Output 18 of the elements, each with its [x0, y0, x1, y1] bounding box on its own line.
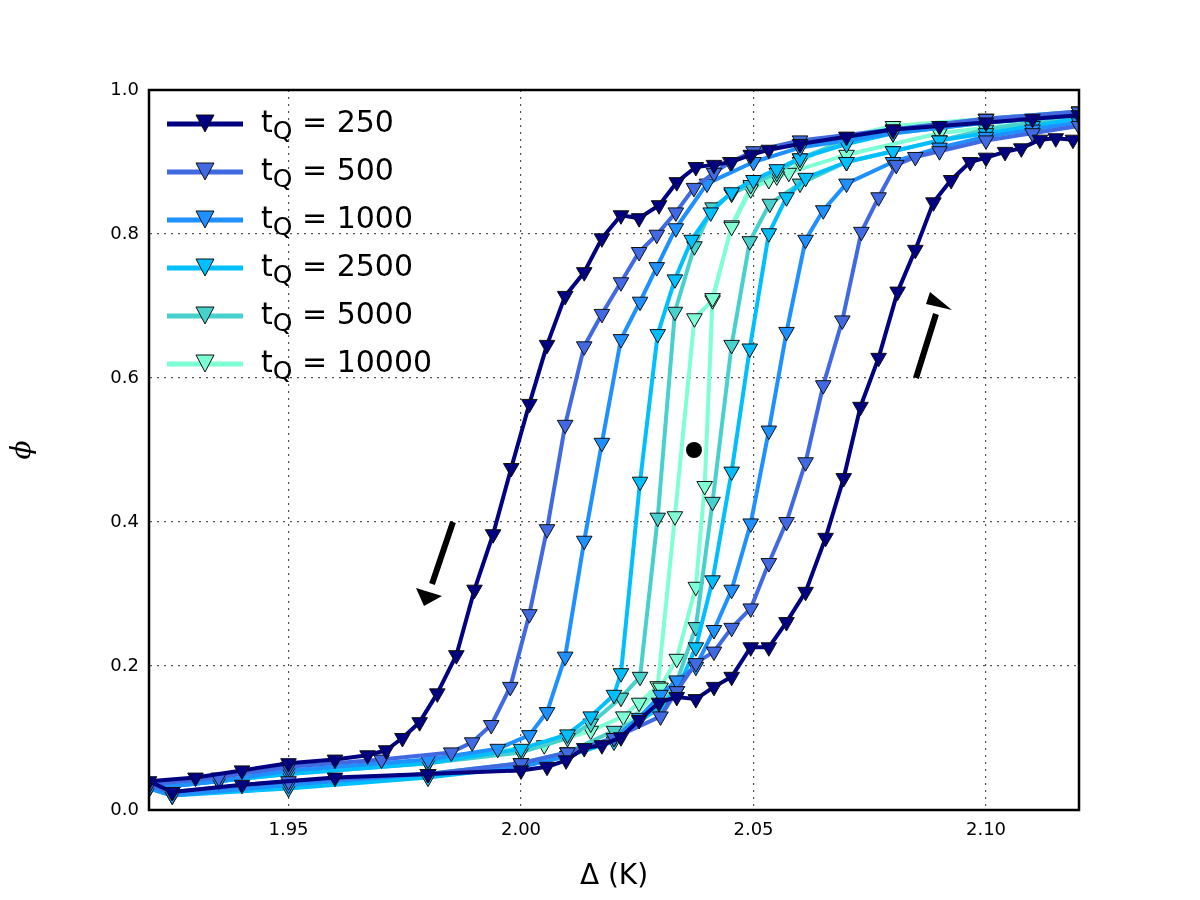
x-tick-label: 2.10	[965, 818, 1007, 840]
legend-label: t$_{Q}$ = 250	[261, 103, 394, 145]
x-axis-title: Δ (K)	[579, 858, 649, 892]
legend-label: t$_{Q}$ = 1000	[261, 199, 414, 241]
legend-label: t$_{Q}$ = 5000	[261, 295, 414, 337]
x-tick-label: 2.00	[500, 818, 542, 840]
legend-label: t$_{Q}$ = 500	[261, 151, 394, 193]
y-tick-label: 0.6	[110, 365, 139, 387]
y-tick-label: 1.0	[110, 77, 139, 99]
x-tick-label: 2.05	[733, 818, 774, 840]
y-tick-label: 0.0	[110, 797, 139, 819]
y-axis-title: ϕ	[4, 440, 38, 460]
y-tick-label: 0.2	[110, 653, 139, 675]
y-tick-label: 0.4	[110, 509, 139, 531]
y-tick-label: 0.8	[110, 221, 139, 243]
legend-label: t$_{Q}$ = 2500	[261, 247, 414, 289]
legend-label: t$_{Q}$ = 10000	[261, 343, 433, 385]
x-tick-label: 1.95	[268, 818, 309, 840]
